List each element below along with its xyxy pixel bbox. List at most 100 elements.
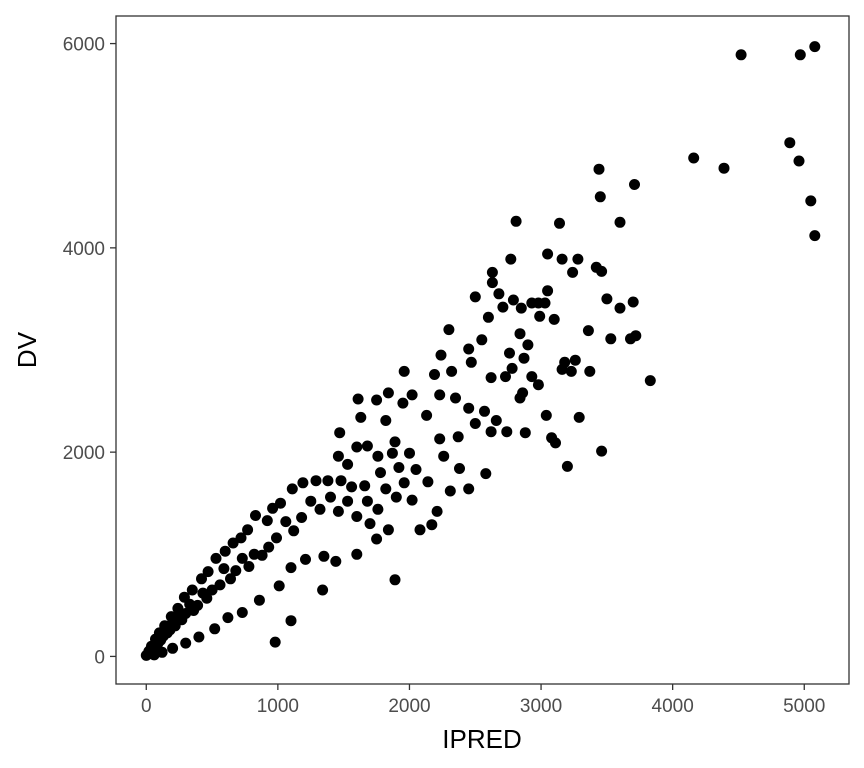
panel-background <box>116 16 849 684</box>
data-point <box>735 49 747 61</box>
data-point <box>434 389 446 401</box>
data-point <box>397 397 409 409</box>
data-point <box>426 519 438 531</box>
data-point <box>554 217 565 229</box>
data-point <box>285 615 297 627</box>
data-point <box>526 371 538 383</box>
data-point <box>480 468 492 480</box>
points-layer <box>140 41 821 661</box>
data-point <box>310 475 322 487</box>
y-tick-label: 6000 <box>63 35 105 56</box>
data-point <box>406 494 418 506</box>
data-point <box>522 339 534 351</box>
data-point <box>548 313 560 325</box>
data-point <box>556 253 568 265</box>
y-tick-label: 0 <box>94 647 105 668</box>
data-point <box>375 467 386 479</box>
data-point <box>389 436 401 448</box>
data-point <box>463 483 475 495</box>
data-point <box>805 195 817 207</box>
data-point <box>322 475 334 487</box>
x-tick-label: 5000 <box>783 696 825 717</box>
data-point <box>269 636 281 648</box>
data-point <box>515 302 527 314</box>
data-point <box>380 415 392 426</box>
data-point <box>250 510 261 521</box>
data-point <box>210 552 222 564</box>
data-point <box>485 372 497 384</box>
data-point <box>351 511 363 522</box>
data-point <box>596 265 608 277</box>
data-point <box>173 609 185 620</box>
data-point <box>497 301 509 313</box>
data-point <box>627 296 639 308</box>
data-point <box>263 541 275 553</box>
data-point <box>526 297 538 309</box>
data-point <box>565 365 577 377</box>
data-point <box>450 392 461 404</box>
data-point <box>334 427 346 439</box>
data-point <box>355 411 367 423</box>
x-tick-label: 2000 <box>388 696 430 717</box>
data-point <box>351 548 363 560</box>
data-point <box>435 349 447 361</box>
data-point <box>593 163 605 175</box>
x-tick-label: 0 <box>141 696 152 717</box>
data-point <box>361 440 373 452</box>
data-point <box>569 354 581 366</box>
data-point <box>532 379 544 391</box>
data-point <box>248 548 260 560</box>
data-point <box>561 460 573 472</box>
data-point <box>718 162 730 174</box>
data-point <box>267 502 279 514</box>
panel-border <box>115 15 850 685</box>
data-point <box>485 426 497 438</box>
data-point <box>386 447 398 459</box>
data-point <box>186 584 198 596</box>
data-point <box>235 532 247 544</box>
data-point <box>514 328 526 340</box>
data-point <box>305 495 317 507</box>
data-point <box>261 515 273 527</box>
data-point <box>794 49 806 61</box>
data-point <box>218 563 230 575</box>
data-point <box>688 152 700 164</box>
data-point <box>230 565 242 577</box>
data-point <box>482 311 494 323</box>
data-point <box>465 356 477 368</box>
data-point <box>629 179 640 190</box>
data-point <box>510 215 522 227</box>
data-point <box>534 310 546 322</box>
y-tick-label: 2000 <box>63 443 105 464</box>
data-point <box>463 402 475 414</box>
data-point <box>382 387 394 399</box>
data-point <box>180 637 192 649</box>
data-point <box>243 561 255 572</box>
data-point <box>288 525 300 537</box>
data-point <box>422 476 434 488</box>
y-tick-label: 4000 <box>63 239 105 260</box>
data-point <box>214 579 226 591</box>
data-point <box>809 230 821 242</box>
data-point <box>486 277 498 289</box>
data-point <box>410 464 422 475</box>
data-point <box>567 266 579 278</box>
data-point <box>390 491 402 503</box>
data-point <box>167 642 179 654</box>
data-point <box>493 288 505 300</box>
data-point <box>476 334 488 346</box>
data-point <box>500 371 511 383</box>
data-point <box>314 503 326 515</box>
data-point <box>573 411 585 423</box>
data-point <box>389 574 401 586</box>
data-point <box>225 573 236 585</box>
data-point <box>542 285 554 297</box>
data-point <box>518 352 530 364</box>
data-point <box>542 248 554 260</box>
data-point <box>784 137 796 149</box>
data-point <box>469 291 481 303</box>
data-point <box>605 333 617 345</box>
data-point <box>519 427 531 439</box>
data-point <box>342 458 354 470</box>
y-axis: 0 2000 4000 6000 <box>63 35 116 668</box>
